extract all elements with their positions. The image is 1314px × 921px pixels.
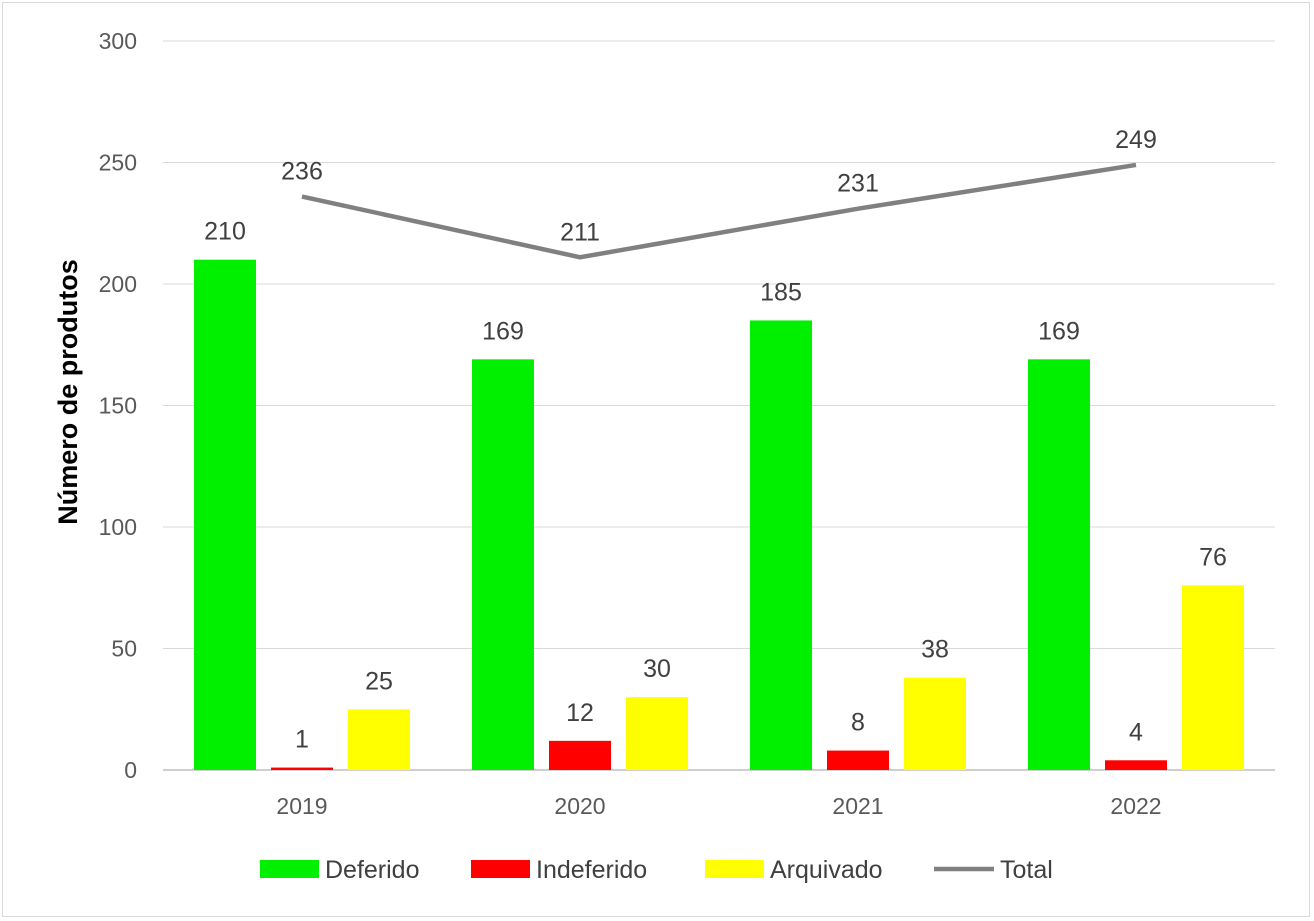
bar-deferido-2021 — [750, 320, 812, 770]
bar-arquivado-2022 — [1182, 585, 1244, 770]
bar-deferido-2020 — [472, 359, 534, 770]
bars — [194, 259, 1244, 770]
bar-deferido-2022 — [1028, 359, 1090, 770]
data-label-total-2019: 236 — [281, 158, 323, 186]
bar-arquivado-2020 — [626, 697, 688, 770]
bar-arquivado-2019 — [348, 709, 410, 770]
data-label-arquivado-2020: 30 — [643, 655, 671, 683]
y-tick-label-250: 250 — [99, 150, 137, 176]
y-tick-label-150: 150 — [99, 393, 137, 419]
y-tick-label-0: 0 — [124, 757, 137, 783]
legend: Deferido Indeferido Arquivado Total — [260, 856, 1053, 884]
data-label-arquivado-2019: 25 — [365, 667, 393, 695]
data-label-arquivado-2022: 76 — [1199, 543, 1227, 571]
data-label-deferido-2021: 185 — [760, 278, 802, 306]
x-tick-label-2021: 2021 — [832, 793, 883, 819]
y-tick-label-200: 200 — [99, 271, 137, 297]
legend-label-indeferido: Indeferido — [536, 856, 647, 884]
data-label-indeferido-2019: 1 — [295, 726, 309, 754]
bar-indeferido-2020 — [549, 740, 611, 770]
x-tick-label-2019: 2019 — [276, 793, 327, 819]
data-label-deferido-2019: 210 — [204, 218, 246, 246]
data-label-indeferido-2020: 12 — [566, 699, 594, 727]
legend-swatch-arquivado — [705, 860, 764, 878]
bar-indeferido-2022 — [1105, 760, 1167, 770]
legend-swatch-indeferido — [471, 860, 530, 878]
data-label-deferido-2020: 169 — [482, 317, 524, 345]
y-tick-label-100: 100 — [99, 514, 137, 540]
bar-deferido-2019 — [194, 259, 256, 770]
legend-label-arquivado: Arquivado — [770, 856, 883, 884]
x-tick-label-2020: 2020 — [554, 793, 605, 819]
y-axis-title: Número de produtos — [53, 259, 83, 525]
data-label-total-2022: 249 — [1115, 126, 1157, 154]
data-label-indeferido-2021: 8 — [851, 709, 865, 737]
total-line-layer — [301, 162, 1137, 260]
data-label-total-2021: 231 — [837, 170, 879, 198]
x-tick-label-2022: 2022 — [1110, 793, 1161, 819]
y-tick-label-50: 50 — [111, 636, 137, 662]
data-label-arquivado-2021: 38 — [921, 636, 949, 664]
data-label-total-2020: 211 — [560, 218, 600, 246]
y-axis-tick-labels: 0 50 100 150 200 250 300 — [99, 28, 137, 783]
x-axis-tick-labels: 2019 2020 2021 2022 — [276, 793, 1161, 819]
line-total — [301, 162, 1137, 260]
legend-swatch-deferido — [260, 860, 319, 878]
data-label-deferido-2022: 169 — [1038, 317, 1080, 345]
bar-arquivado-2021 — [904, 677, 966, 770]
data-labels: 210 1 25 169 12 30 185 8 38 169 4 76 236 211 231 249 — [204, 126, 1227, 754]
gridlines — [163, 40, 1275, 771]
legend-label-total: Total — [1000, 856, 1053, 884]
bar-indeferido-2019 — [271, 767, 333, 770]
legend-label-deferido: Deferido — [325, 856, 420, 884]
y-tick-label-300: 300 — [99, 28, 137, 54]
bar-indeferido-2021 — [827, 750, 889, 770]
data-label-indeferido-2022: 4 — [1129, 718, 1143, 746]
